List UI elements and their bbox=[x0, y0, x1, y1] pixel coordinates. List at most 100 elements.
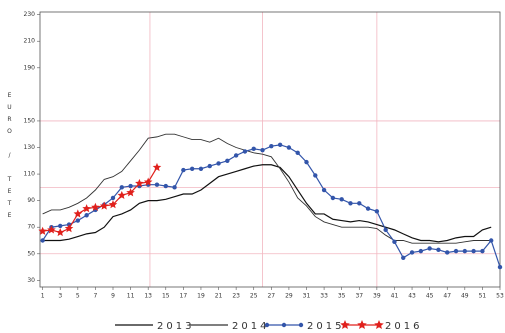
point bbox=[233, 153, 239, 158]
point bbox=[119, 185, 124, 190]
point bbox=[75, 218, 81, 223]
y-tick-label: 30 bbox=[27, 277, 35, 284]
x-tick-label: 29 bbox=[285, 293, 293, 300]
point bbox=[392, 239, 397, 245]
x-tick-label: 41 bbox=[391, 293, 399, 300]
point bbox=[339, 197, 344, 202]
point bbox=[269, 143, 274, 149]
point bbox=[58, 223, 63, 229]
point bbox=[321, 187, 327, 193]
plot-frame bbox=[39, 11, 501, 288]
legend-marker bbox=[374, 320, 384, 330]
point bbox=[471, 248, 476, 254]
y-tick-label: 190 bbox=[24, 64, 36, 71]
x-tick-label: 33 bbox=[320, 293, 328, 300]
point bbox=[251, 146, 256, 152]
point bbox=[374, 209, 380, 214]
point bbox=[365, 206, 371, 211]
point bbox=[73, 209, 83, 218]
legend-marker bbox=[357, 320, 367, 330]
y-tick-label: 230 bbox=[24, 11, 36, 18]
point bbox=[84, 213, 89, 218]
y-tick-label: 70 bbox=[27, 224, 35, 231]
point bbox=[172, 185, 177, 190]
point bbox=[453, 248, 459, 254]
x-tick-label: 47 bbox=[443, 293, 451, 300]
point bbox=[163, 183, 168, 189]
point bbox=[99, 201, 109, 210]
point bbox=[401, 255, 406, 260]
point bbox=[295, 150, 300, 156]
point bbox=[117, 190, 127, 199]
x-tick-label: 51 bbox=[479, 293, 487, 300]
x-tick-label: 21 bbox=[215, 293, 223, 300]
point bbox=[108, 200, 118, 209]
point bbox=[207, 163, 212, 169]
point bbox=[445, 250, 450, 255]
point bbox=[383, 227, 388, 233]
x-tick-label: 23 bbox=[232, 293, 240, 300]
x-tick-label: 5 bbox=[76, 293, 80, 300]
point bbox=[427, 246, 432, 251]
point bbox=[128, 183, 133, 189]
series-line bbox=[42, 133, 492, 244]
point bbox=[38, 226, 47, 235]
point bbox=[40, 238, 45, 243]
legend-label: 2015 bbox=[307, 321, 344, 332]
y-tick-label: 90 bbox=[27, 197, 35, 204]
point bbox=[64, 224, 74, 233]
x-tick-label: 35 bbox=[338, 293, 346, 300]
x-tick-label: 7 bbox=[93, 293, 97, 300]
point bbox=[348, 201, 353, 206]
y-tick-label: 150 bbox=[24, 117, 36, 124]
point bbox=[489, 238, 494, 243]
point bbox=[91, 202, 100, 211]
y-tick-label: 130 bbox=[24, 144, 36, 151]
point bbox=[497, 264, 503, 270]
y-tick-label: 210 bbox=[24, 38, 36, 45]
point bbox=[436, 247, 441, 253]
legend-label: 2013 bbox=[157, 321, 194, 332]
series-line bbox=[42, 167, 158, 234]
x-tick-label: 31 bbox=[303, 293, 311, 300]
point bbox=[55, 228, 65, 237]
x-tick-label: 1 bbox=[41, 293, 45, 300]
point bbox=[418, 248, 424, 254]
point bbox=[357, 201, 362, 206]
legend: 2013 2014 2015 2016 bbox=[115, 320, 419, 332]
point bbox=[126, 188, 135, 197]
x-tick-label: 9 bbox=[111, 293, 115, 300]
y-axis-label: EURO / TETE bbox=[6, 92, 13, 224]
point bbox=[110, 195, 116, 201]
point bbox=[47, 225, 56, 234]
legend-label: 2014 bbox=[232, 321, 269, 332]
x-tick-label: 19 bbox=[197, 293, 205, 300]
y-tick-label: 50 bbox=[27, 250, 35, 257]
x-tick-label: 37 bbox=[355, 293, 363, 300]
x-tick-label: 43 bbox=[408, 293, 416, 300]
x-tick-label: 15 bbox=[162, 293, 170, 300]
legend-marker bbox=[340, 320, 350, 330]
legend-marker bbox=[298, 322, 304, 328]
point bbox=[480, 248, 485, 254]
point bbox=[304, 159, 309, 165]
point bbox=[135, 178, 144, 188]
point bbox=[409, 250, 415, 255]
x-tick-label: 17 bbox=[180, 293, 188, 300]
x-tick-label: 49 bbox=[461, 293, 469, 300]
point bbox=[260, 147, 265, 153]
point bbox=[181, 167, 186, 173]
legend-marker bbox=[264, 322, 270, 328]
x-tick-label: 3 bbox=[58, 293, 62, 300]
legend-marker bbox=[281, 322, 287, 328]
point bbox=[152, 162, 162, 172]
x-tick-label: 53 bbox=[496, 293, 504, 300]
x-tick-label: 11 bbox=[127, 293, 135, 300]
point bbox=[242, 149, 248, 154]
point bbox=[225, 158, 230, 163]
x-tick-label: 39 bbox=[373, 293, 381, 300]
x-tick-label: 27 bbox=[267, 293, 275, 300]
x-tick-label: 13 bbox=[144, 293, 152, 300]
